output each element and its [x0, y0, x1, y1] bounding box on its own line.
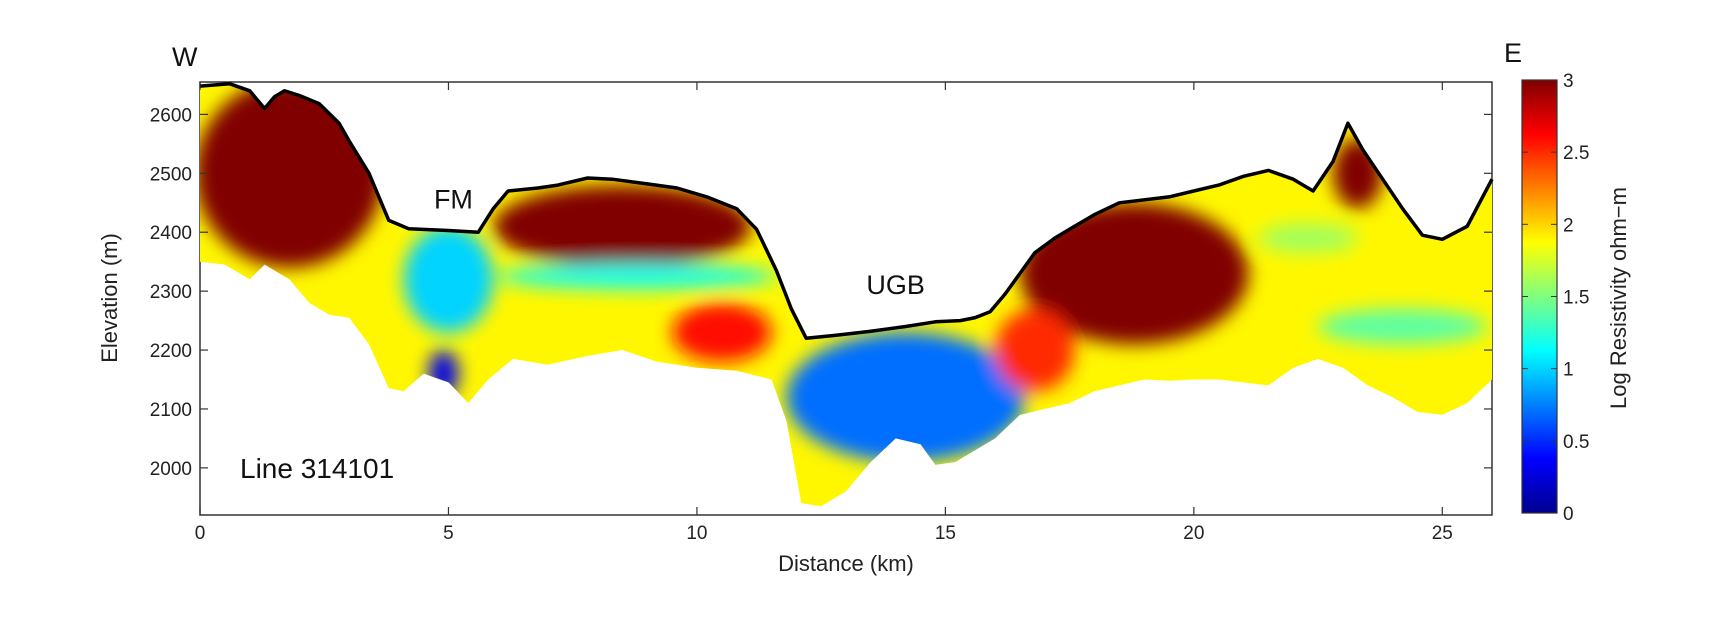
x-tick-label: 20: [1183, 523, 1204, 544]
colorbar-tick-label: 2: [1563, 215, 1574, 236]
y-axis-title: Elevation (m): [97, 233, 122, 363]
resistivity-body-7: [1258, 223, 1358, 253]
annotation-ugb: UGB: [866, 270, 925, 300]
y-tick-label: 2100: [150, 400, 192, 421]
colorbar-ticks: 0 0.5 1 1.5 2 2.5 3: [1522, 71, 1589, 525]
direction-label-west: W: [172, 42, 198, 72]
y-tick-label: 2000: [150, 459, 192, 480]
y-tick-label: 2200: [150, 341, 192, 362]
x-tick-label: 10: [686, 523, 707, 544]
y-tick-label: 2300: [150, 282, 192, 303]
resistivity-body-6: [498, 263, 777, 290]
x-axis-title: Distance (km): [778, 551, 914, 576]
y-tick-label: 2600: [150, 105, 192, 126]
x-tick-label: 25: [1432, 523, 1453, 544]
resistivity-body-5: [786, 332, 1025, 463]
x-tick-label: 5: [443, 523, 454, 544]
colorbar-tick-label: 0.5: [1563, 432, 1589, 453]
resistivity-body-10: [672, 302, 772, 362]
y-axis: 2000 2100 2200 2300 2400 2500 2600: [150, 105, 1492, 480]
colorbar: 0 0.5 1 1.5 2 2.5 3 Log Resistivity ohm−m: [1521, 71, 1631, 525]
direction-label-east: E: [1504, 38, 1522, 68]
x-tick-label: 0: [195, 523, 206, 544]
colorbar-tick-label: 1.5: [1563, 288, 1589, 309]
resistivity-body-11: [995, 308, 1075, 392]
resistivity-body-0: [200, 83, 384, 268]
annotation-fm: FM: [434, 185, 473, 215]
resistivity-body-1: [493, 185, 752, 268]
colorbar-tick-label: 1: [1563, 360, 1574, 381]
x-axis: 0 5 10 15 20 25: [195, 82, 1453, 544]
y-tick-label: 2500: [150, 164, 192, 185]
resistivity-body-8: [1318, 308, 1488, 345]
x-tick-label: 15: [935, 523, 956, 544]
resistivity-body-3: [403, 226, 494, 333]
colorbar-tick-label: 2.5: [1563, 143, 1589, 164]
line-label: Line 314101: [240, 453, 394, 484]
resistivity-body-2: [1019, 202, 1249, 345]
surface-topography-line: [199, 82, 1494, 341]
colorbar-tick-label: 3: [1563, 71, 1574, 92]
colorbar-title: Log Resistivity ohm−m: [1606, 187, 1631, 409]
y-tick-label: 2400: [150, 223, 192, 244]
colorbar-tick-label: 0: [1563, 504, 1574, 525]
